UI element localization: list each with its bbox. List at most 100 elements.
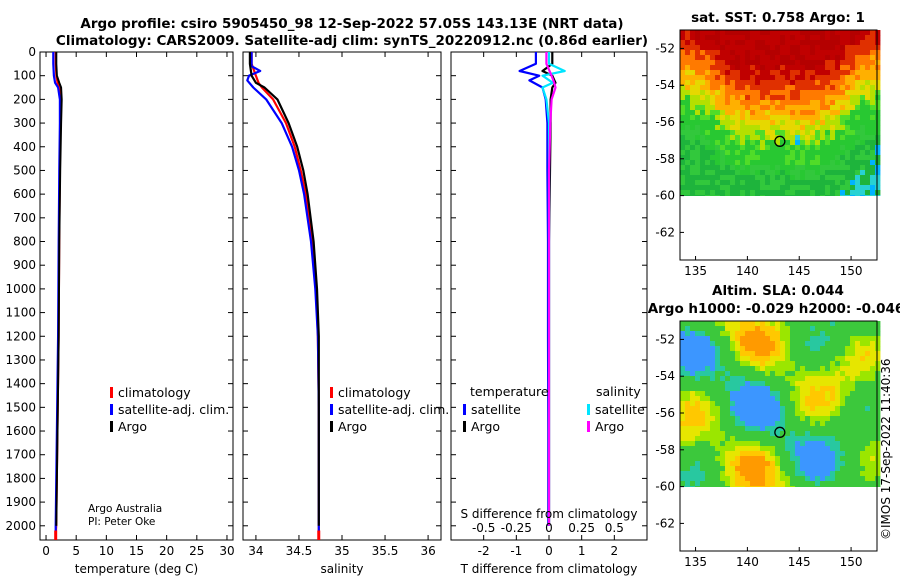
sst_map-heatmap-cell	[835, 125, 841, 131]
sla_map-heatmap-cell	[705, 421, 711, 427]
sst_map-heatmap-cell	[850, 150, 856, 156]
sla_map-heatmap-cell	[690, 386, 696, 392]
sst_map-heatmap-cell	[750, 155, 756, 161]
sla_map-heatmap-cell	[745, 411, 751, 417]
sst_map-heatmap-cell	[680, 190, 686, 196]
sla_map-heatmap-cell	[770, 446, 776, 452]
sst_map-heatmap-cell	[760, 35, 766, 41]
temperature-ytick-label: 1600	[5, 424, 36, 438]
sla_map-heatmap-cell	[720, 346, 726, 352]
sla_map-heatmap-cell	[760, 331, 766, 337]
sst_map-heatmap-cell	[835, 185, 841, 191]
sal-satellite-clim-line	[246, 52, 320, 538]
sst_map-heatmap-cell	[810, 50, 816, 56]
sla_map-heatmap-cell	[725, 336, 731, 342]
sst_map-heatmap-cell	[825, 180, 831, 186]
sst_map-heatmap-cell	[850, 40, 856, 46]
sst_map-heatmap-cell	[850, 105, 856, 111]
sla_map-heatmap-cell	[785, 391, 791, 397]
sla_map-heatmap-cell	[780, 486, 786, 487]
sst_map-heatmap-cell	[720, 45, 726, 51]
sla_map-heatmap-cell	[845, 396, 851, 402]
sst_map-ytick-label: -52	[655, 41, 675, 55]
diff-legend-temp-satellite-swatch	[463, 404, 466, 415]
sst_map-heatmap-cell	[730, 30, 736, 36]
sla_map-heatmap-cell	[805, 336, 811, 342]
sst_map-heatmap-cell	[870, 165, 876, 171]
sst_map-heatmap-cell	[825, 130, 831, 136]
sla_map-heatmap-cell	[815, 431, 821, 437]
sla_map-heatmap-cell	[850, 441, 856, 447]
sla_map-heatmap-cell	[700, 376, 706, 382]
sla_map-heatmap-cell	[825, 391, 831, 397]
sla_map-heatmap-cell	[820, 426, 826, 432]
sla_map-heatmap-cell	[865, 461, 871, 467]
sst_map-heatmap-cell	[715, 135, 721, 141]
sla_map-heatmap-cell	[780, 436, 786, 442]
sst_map-heatmap-cell	[870, 100, 876, 106]
sst_map-heatmap-cell	[860, 185, 866, 191]
sst_map-heatmap-cell	[735, 185, 741, 191]
sla_map-heatmap-cell	[690, 456, 696, 462]
sst_map-heatmap-cell	[685, 180, 691, 186]
sst_map-heatmap-cell	[780, 50, 786, 56]
sst_map-heatmap-cell	[810, 65, 816, 71]
sst_map-heatmap-cell	[685, 110, 691, 116]
sla_map-heatmap-cell	[790, 466, 796, 472]
sst_map-heatmap-cell	[735, 100, 741, 106]
sla_map-heatmap-cell	[825, 356, 831, 362]
sst_map-heatmap-cell	[785, 105, 791, 111]
sla_map-heatmap-cell	[800, 351, 806, 357]
sla_map-heatmap-cell	[780, 441, 786, 447]
sla_map-heatmap-cell	[860, 481, 866, 487]
sst_map-heatmap-cell	[805, 30, 811, 36]
sla_map-heatmap-cell	[815, 376, 821, 382]
sst_map-heatmap-cell	[800, 185, 806, 191]
sla_map-heatmap-cell	[790, 361, 796, 367]
sla_map-heatmap-cell	[805, 396, 811, 402]
sla_map-heatmap-cell	[695, 386, 701, 392]
sla_map-heatmap-cell	[755, 416, 761, 422]
sla_map-heatmap-cell	[870, 341, 876, 347]
sla_map-heatmap-cell	[690, 396, 696, 402]
sla_map-heatmap-cell	[725, 461, 731, 467]
sla_map-heatmap-cell	[810, 361, 816, 367]
sla_map-heatmap-cell	[870, 476, 876, 482]
sst_map-heatmap-cell	[740, 30, 746, 36]
sst_map-heatmap-cell	[830, 65, 836, 71]
sla_map-heatmap-cell	[860, 391, 866, 397]
sst_map-heatmap-cell	[810, 115, 816, 121]
sst_map-heatmap-cell	[805, 85, 811, 91]
diff-legend-temp-title: temperature	[470, 384, 549, 399]
sla_map-heatmap-cell	[810, 486, 816, 487]
sst_map-heatmap-cell	[835, 145, 841, 151]
sla_map-heatmap-cell	[730, 386, 736, 392]
sla_map-heatmap-cell	[875, 451, 881, 457]
sst_map-heatmap-cell	[860, 135, 866, 141]
sst_map-heatmap-cell	[840, 180, 846, 186]
sst_map-heatmap-cell	[800, 135, 806, 141]
sst_map-heatmap-cell	[765, 105, 771, 111]
sst_map-heatmap-cell	[750, 135, 756, 141]
sla_map-heatmap-cell	[710, 436, 716, 442]
sst_map-heatmap-cell	[795, 180, 801, 186]
sla_map-heatmap-cell	[700, 416, 706, 422]
sst_map-heatmap-cell	[800, 30, 806, 36]
sla_map-heatmap-cell	[745, 426, 751, 432]
sla_map-heatmap-cell	[805, 361, 811, 367]
sla_map-heatmap-cell	[720, 371, 726, 377]
sst_map-heatmap-cell	[755, 135, 761, 141]
sst_map-heatmap-cell	[705, 45, 711, 51]
sla_map-heatmap-cell	[745, 396, 751, 402]
sst_map-heatmap-cell	[695, 40, 701, 46]
sst_map-heatmap-cell	[825, 155, 831, 161]
sst_map-heatmap-cell	[795, 105, 801, 111]
sla_map-heatmap-cell	[700, 356, 706, 362]
sla_map-heatmap-cell	[800, 466, 806, 472]
sst_map-heatmap-cell	[760, 85, 766, 91]
sst_map-heatmap-cell	[860, 35, 866, 41]
sst_map-heatmap-cell	[835, 140, 841, 146]
sla_map-heatmap-cell	[690, 466, 696, 472]
sla_map-heatmap-cell	[745, 346, 751, 352]
sst_map-heatmap-cell	[745, 170, 751, 176]
